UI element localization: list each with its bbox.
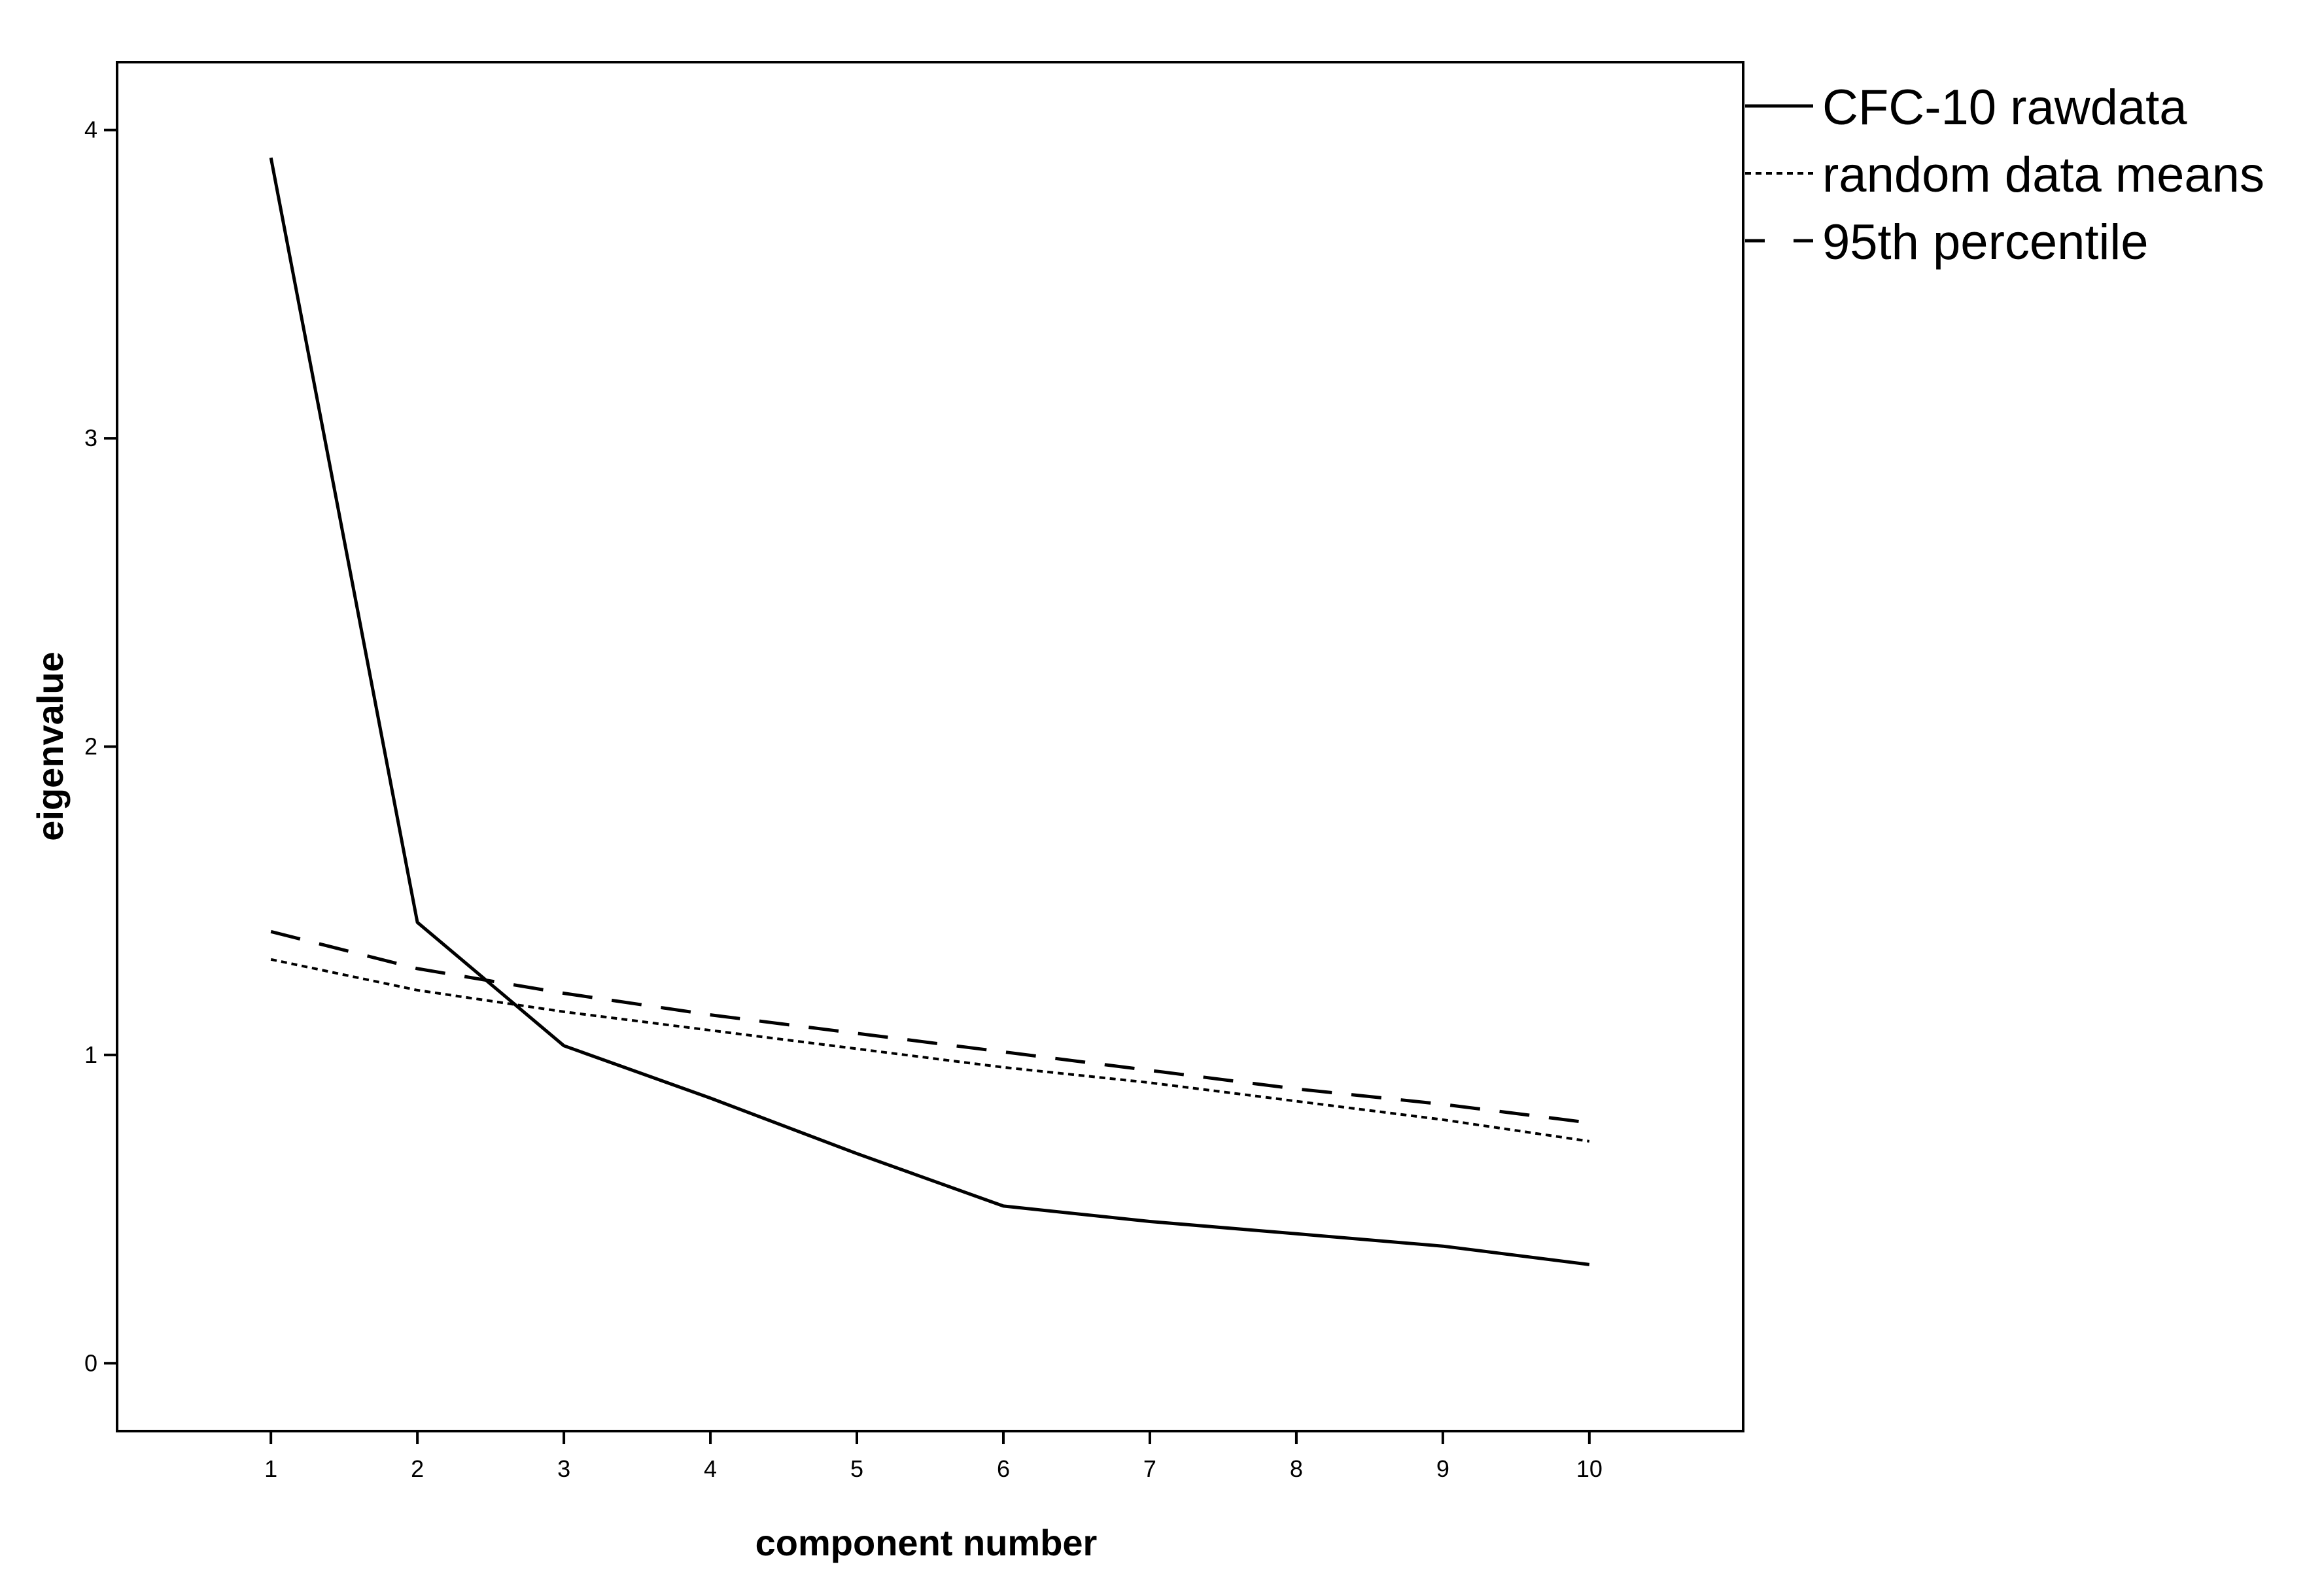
x-axis-ticks: 1 2 3 4 5 6 7 8 9 10 xyxy=(264,1431,1603,1482)
legend: CFC-10 rawdata random data means 95th perc… xyxy=(1745,80,2264,270)
x-tick-label: 1 xyxy=(264,1455,277,1482)
x-tick-label: 3 xyxy=(557,1455,570,1482)
y-tick-label: 1 xyxy=(84,1041,97,1068)
x-tick-label: 9 xyxy=(1436,1455,1449,1482)
legend-label-3: 95th percentile xyxy=(1822,215,2149,270)
x-axis-title: component number xyxy=(755,1522,1098,1563)
legend-label-2: random data means xyxy=(1822,147,2264,203)
series-line-3 xyxy=(270,929,1590,1125)
x-tick-label: 10 xyxy=(1576,1455,1603,1482)
legend-label-1: CFC-10 rawdata xyxy=(1822,80,2187,135)
y-tick-label: 0 xyxy=(84,1349,97,1376)
x-tick-label: 2 xyxy=(411,1455,424,1482)
y-tick-label: 2 xyxy=(84,733,97,760)
y-tick-label: 4 xyxy=(84,116,97,143)
x-tick-label: 5 xyxy=(850,1455,863,1482)
x-tick-label: 6 xyxy=(997,1455,1010,1482)
x-tick-label: 8 xyxy=(1290,1455,1303,1482)
x-tick-label: 4 xyxy=(704,1455,717,1482)
y-axis-ticks: 0 1 2 3 4 xyxy=(84,116,117,1376)
series-line-1 xyxy=(269,157,1590,1266)
series-lines xyxy=(269,157,1590,1266)
plot-frame xyxy=(116,61,1744,1432)
y-axis-title: eigenvalue xyxy=(29,651,71,840)
x-tick-label: 7 xyxy=(1143,1455,1156,1482)
series-line-2 xyxy=(270,958,1590,1143)
y-tick-label: 3 xyxy=(84,424,97,451)
